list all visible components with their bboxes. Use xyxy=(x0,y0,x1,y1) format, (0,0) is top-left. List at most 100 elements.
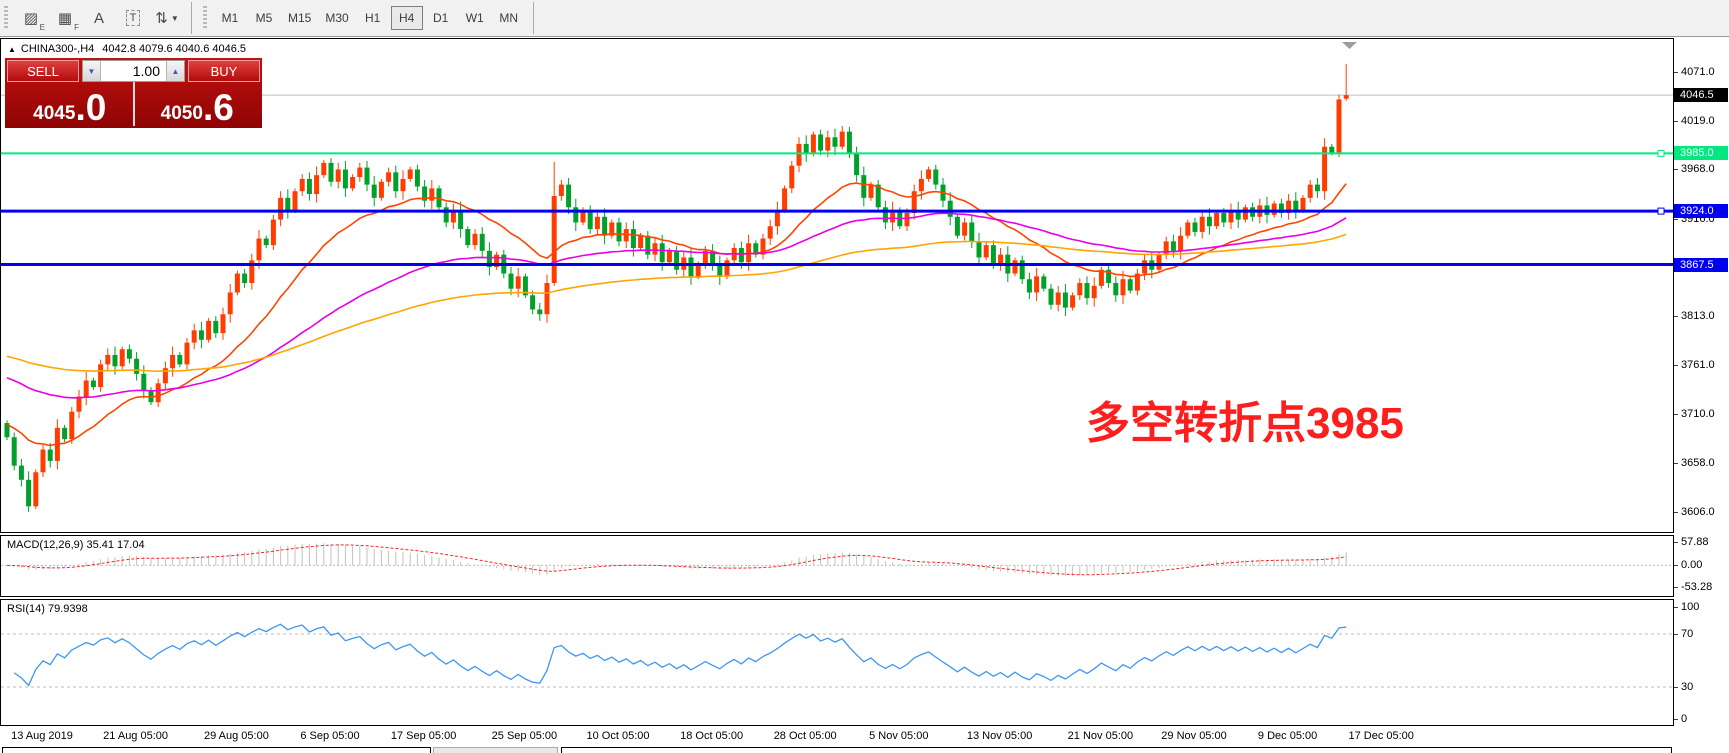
macd-signal-line xyxy=(6,544,1347,576)
date-tick-label: 10 Oct 05:00 xyxy=(586,730,650,742)
price-tick-label: 4071.0 xyxy=(1681,66,1715,78)
price-axis[interactable]: 4071.04019.03968.03916.03865.03813.03761… xyxy=(1674,38,1729,726)
buy-price-pips: .6 xyxy=(202,86,234,128)
timeframe-w1[interactable]: W1 xyxy=(465,11,484,25)
rsi-tick-label: 0 xyxy=(1681,713,1688,725)
axis-tick xyxy=(1674,687,1678,688)
axis-tick xyxy=(1674,542,1678,543)
axis-tick xyxy=(1674,587,1678,588)
toolbar-grip[interactable] xyxy=(203,6,207,30)
price-tick-label: 4019.0 xyxy=(1681,115,1715,128)
timeframe-h1[interactable]: H1 xyxy=(365,11,381,25)
hline-handle[interactable] xyxy=(1657,149,1665,157)
one-click-trading-panel: SELL ▼ 1.00 ▲ BUY 4045.0 4050.6 xyxy=(5,58,262,128)
macd-tick-label: 57.88 xyxy=(1681,536,1709,548)
price-tick-label: 3710.0 xyxy=(1681,407,1715,420)
buy-button[interactable]: BUY xyxy=(188,60,260,82)
timeframe-mn[interactable]: MN xyxy=(499,11,519,25)
statusbar-section xyxy=(2,747,431,753)
rsi-indicator-panel[interactable]: RSI(14) 79.9398 xyxy=(0,599,1674,726)
price-tick-label: 3813.0 xyxy=(1681,310,1715,323)
arrange-symbols-icon[interactable]: ⇅ ▼ xyxy=(155,10,179,27)
indicator-hatch-icon[interactable]: ▨ E xyxy=(23,10,45,32)
sell-price-pips: .0 xyxy=(75,86,107,128)
current-price-badge: 4046.5 xyxy=(1674,88,1728,103)
caret-up-icon: ▲ xyxy=(171,66,180,76)
sell-button[interactable]: SELL xyxy=(7,60,79,82)
price-tick-label: 3658.0 xyxy=(1681,456,1715,469)
ma-line-120 xyxy=(6,233,1347,373)
hline-handle[interactable] xyxy=(1657,207,1665,215)
axis-tick xyxy=(1674,72,1678,73)
date-tick-label: 9 Dec 05:00 xyxy=(1257,730,1318,742)
date-tick-label: 28 Oct 05:00 xyxy=(773,730,837,742)
macd-tick-label: -53.28 xyxy=(1681,581,1713,593)
rsi-line xyxy=(13,623,1347,687)
sell-price-button[interactable]: 4045.0 xyxy=(7,82,133,126)
hline-price-badge: 3985.0 xyxy=(1674,146,1728,161)
rsi-label: RSI(14) 79.9398 xyxy=(7,603,88,615)
date-tick-label: 17 Sep 05:00 xyxy=(390,730,457,742)
axis-tick xyxy=(1674,218,1678,220)
chart-annotation-text: 多空转折点3985 xyxy=(1086,399,1404,448)
axis-tick xyxy=(1674,121,1678,123)
date-tick-label: 29 Aug 05:00 xyxy=(203,730,269,742)
toolbar-separator xyxy=(532,2,534,34)
axis-tick xyxy=(1674,365,1678,367)
axis-tick xyxy=(1674,413,1678,415)
chart-title: ▲ CHINA300-,H4 4042.8 4079.6 4040.6 4046.5 xyxy=(8,43,246,55)
date-tick-label: 29 Nov 05:00 xyxy=(1161,730,1227,742)
toolbar-grip[interactable] xyxy=(4,6,8,30)
hline-price-badge: 3924.0 xyxy=(1674,204,1728,219)
statusbar-section xyxy=(561,747,1672,753)
grid-icon[interactable]: ▦ F xyxy=(57,10,79,32)
volume-increase-button[interactable]: ▲ xyxy=(166,61,184,81)
timeframe-d1[interactable]: D1 xyxy=(433,11,449,25)
buy-price-button[interactable]: 4050.6 xyxy=(132,82,261,128)
ma-line-60 xyxy=(6,212,1347,399)
dropdown-caret-icon: ▼ xyxy=(170,13,179,23)
axis-tick xyxy=(1674,565,1678,567)
symbol-arrow-icon: ▲ xyxy=(8,45,16,54)
price-tick-label: 3968.0 xyxy=(1681,163,1715,176)
macd-label: MACD(12,26,9) 35.41 17.04 xyxy=(7,539,145,551)
scroll-end-marker-icon[interactable] xyxy=(1342,42,1357,49)
hline-price-badge: 3867.5 xyxy=(1674,257,1728,272)
time-axis[interactable]: 13 Aug 2019 21 Aug 05:00 29 Aug 05:00 6 Sep… xyxy=(0,727,1674,746)
axis-tick xyxy=(1674,462,1678,464)
insert-text-icon[interactable]: A xyxy=(93,9,104,27)
main-chart-canvas[interactable] xyxy=(1,39,1673,532)
volume-decrease-button[interactable]: ▼ xyxy=(83,61,101,81)
ma-line-20 xyxy=(6,182,1347,447)
caret-down-icon: ▼ xyxy=(87,66,96,76)
timeframe-m15[interactable]: M15 xyxy=(288,11,312,25)
toolbar-separator xyxy=(191,2,192,34)
timeframe-m1[interactable]: M1 xyxy=(221,11,239,25)
main-toolbar: ▨ E ▦ F A T ⇅ ▼ M1 M5 M15 M30 H1 H4 D1 W1 MN xyxy=(0,0,1729,37)
date-tick-label: 5 Nov 05:00 xyxy=(869,730,929,742)
date-tick-label: 17 Dec 05:00 xyxy=(1348,730,1414,742)
text-label-icon[interactable]: T xyxy=(118,5,148,32)
timeframe-h4[interactable]: H4 xyxy=(390,6,423,30)
date-tick-label: 18 Oct 05:00 xyxy=(680,730,744,742)
macd-histogram xyxy=(13,543,1347,577)
date-tick-label: 6 Sep 05:00 xyxy=(300,730,360,742)
date-tick-label: 21 Aug 05:00 xyxy=(103,730,169,742)
price-tick-label: 3606.0 xyxy=(1681,506,1715,518)
date-tick-label: 13 Aug 2019 xyxy=(11,730,73,742)
timeframe-m30[interactable]: M30 xyxy=(325,11,349,25)
volume-input[interactable]: 1.00 xyxy=(132,63,160,79)
ohlc-readout: 4042.8 4079.6 4040.6 4046.5 xyxy=(102,43,247,55)
sell-price-main: 4045 xyxy=(33,103,76,124)
price-chart-panel[interactable]: ▲ CHINA300-,H4 4042.8 4079.6 4040.6 4046.5… xyxy=(0,38,1674,533)
axis-tick xyxy=(1674,634,1678,635)
macd-tick-label: 0.00 xyxy=(1681,559,1703,572)
macd-canvas[interactable] xyxy=(1,536,1673,596)
macd-indicator-panel[interactable]: MACD(12,26,9) 35.41 17.04 xyxy=(0,535,1674,597)
axis-tick xyxy=(1674,169,1678,171)
date-tick-label: 13 Nov 05:00 xyxy=(966,730,1033,742)
rsi-canvas[interactable] xyxy=(1,600,1673,725)
timeframe-m5[interactable]: M5 xyxy=(255,11,273,25)
rsi-tick-label: 100 xyxy=(1681,601,1700,613)
